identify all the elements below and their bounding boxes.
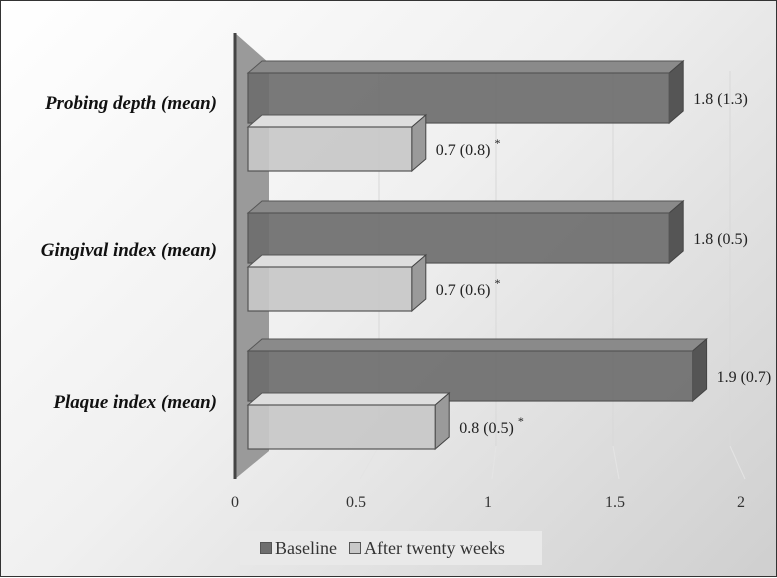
legend-label-baseline: Baseline: [275, 537, 337, 558]
bar-top-face: [246, 60, 685, 74]
significance-mark: *: [518, 414, 524, 428]
floor-gridline: [729, 445, 746, 480]
legend-item-baseline: Baseline: [260, 538, 337, 559]
legend-label-after: After twenty weeks: [363, 537, 505, 558]
data-label: 0.7 (0.6) *: [436, 276, 501, 299]
data-label: 0.7 (0.8) *: [436, 136, 501, 159]
legend: Baseline After twenty weeks: [240, 531, 542, 565]
x-tick-label: 0: [231, 494, 239, 511]
data-label: 1.8 (1.3): [693, 91, 748, 108]
bar-after: [246, 113, 428, 173]
category-label: Gingival index (mean): [41, 240, 217, 261]
bar-front-face: [247, 404, 436, 450]
x-tick-label: 0.5: [346, 494, 366, 511]
bar-top-face: [246, 114, 428, 128]
bar-front-face: [247, 266, 413, 312]
x-tick-label: 1: [484, 494, 492, 511]
floor-gridline: [491, 445, 497, 480]
legend-swatch-baseline: [260, 542, 272, 554]
category-label: Plaque index (mean): [52, 392, 217, 413]
x-tick-label: 1.5: [605, 494, 625, 511]
category-label: Probing depth (mean): [44, 93, 217, 114]
data-label: 1.8 (0.5): [693, 231, 748, 248]
bar-top-face: [246, 338, 708, 352]
legend-item-after: After twenty weeks: [348, 537, 505, 559]
bar-top-face: [246, 392, 451, 406]
floor-gridline: [612, 445, 620, 480]
bar-baseline: [246, 59, 685, 125]
bar-top-face: [246, 200, 685, 214]
data-label: 1.9 (0.7): [717, 369, 772, 386]
data-label: 0.8 (0.5) *: [459, 414, 524, 437]
bar-baseline: [246, 337, 708, 403]
significance-mark: *: [494, 136, 500, 150]
floor-gridline: [359, 445, 380, 480]
x-tick-label: 2: [737, 494, 745, 511]
legend-swatch-after: [348, 542, 361, 554]
bar-top-face: [246, 254, 428, 268]
bar-after: [246, 391, 451, 451]
bar-front-face: [247, 126, 413, 172]
significance-mark: *: [494, 276, 500, 290]
bar-baseline: [246, 199, 685, 265]
bar-after: [246, 253, 428, 313]
